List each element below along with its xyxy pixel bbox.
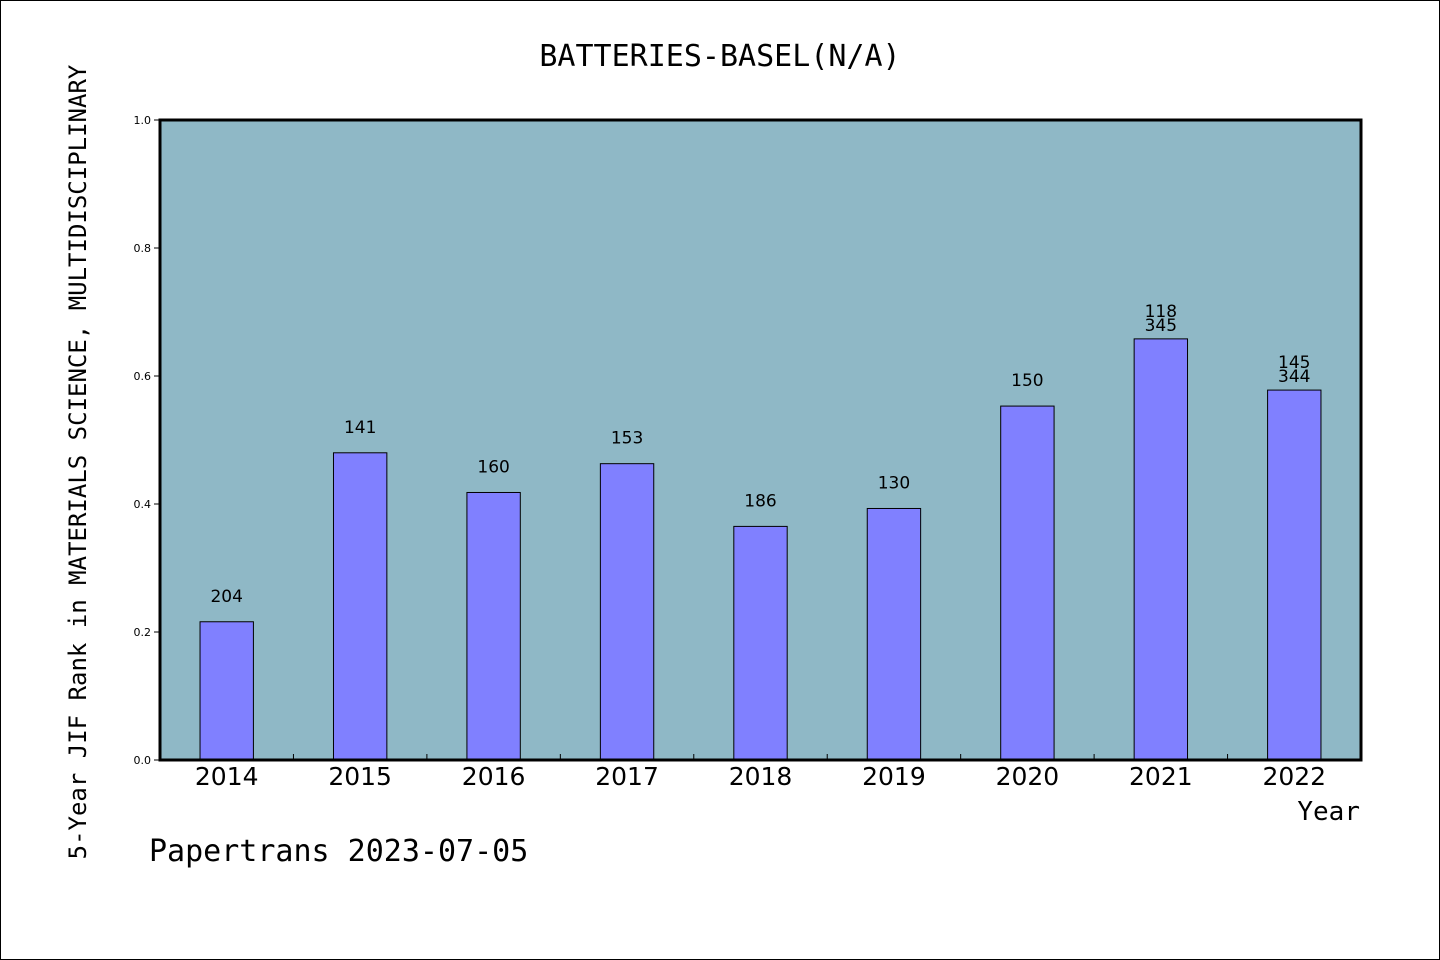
bar-2014 (199, 621, 254, 761)
x-tick-label-2019: 2019 (862, 762, 926, 791)
x-tick-label-2014: 2014 (195, 762, 259, 791)
x-tick-label-2022: 2022 (1262, 762, 1326, 791)
bar-2018 (733, 525, 788, 761)
bar-2021 (1133, 338, 1189, 761)
bar-2022 (1267, 389, 1322, 761)
bar-label-2020: 150 (1011, 371, 1043, 391)
bar-2015 (332, 452, 388, 761)
y-tick-label: 1.0 (134, 114, 152, 127)
x-tick-label-2015: 2015 (328, 762, 392, 791)
x-axis: 2014 2015 2016 2017 2018 2019 2020 2021 2022 (195, 754, 1326, 791)
y-axis-label: 5-Year JIF Rank in MATERIALS SCIENCE, MU… (64, 64, 92, 859)
bar-label-2016: 160 (477, 457, 509, 477)
bar-label-2015: 141 (344, 418, 376, 438)
plot-border (158, 118, 1363, 762)
x-tick-label-2016: 2016 (462, 762, 526, 791)
bar-label-2021: 345 (1145, 316, 1177, 336)
bar-label-2017: 153 (611, 429, 643, 449)
y-tick-label: 0.8 (134, 242, 152, 255)
y-tick-label: 0.0 (134, 754, 152, 767)
y-tick-label: 0.4 (134, 498, 152, 511)
chart-title: BATTERIES-BASEL(N/A) (539, 39, 900, 74)
x-axis-label: Year (1297, 797, 1360, 827)
bar-label-2019: 130 (878, 473, 910, 493)
y-tick-label: 0.2 (134, 626, 152, 639)
footer-note: Papertrans 2023-07-05 (149, 834, 529, 869)
bar-label-2014: 204 (210, 587, 242, 607)
y-axis: 0.0 0.2 0.4 0.6 0.8 1.0 (134, 114, 160, 767)
x-tick-label-2020: 2020 (996, 762, 1060, 791)
bar-label-2022: 344 (1278, 367, 1310, 387)
y-tick-label: 0.6 (134, 370, 152, 383)
bar-2019 (866, 507, 922, 761)
x-tick-label-2017: 2017 (595, 762, 659, 791)
x-tick-label-2021: 2021 (1129, 762, 1193, 791)
bar-label-2021: 118 (1145, 302, 1177, 322)
bar-2017 (599, 463, 655, 761)
bar-2020 (1000, 405, 1055, 761)
bars (199, 338, 1322, 761)
bar-label-2022: 145 (1278, 353, 1310, 373)
x-tick-label-2018: 2018 (729, 762, 793, 791)
bar-label-2018: 186 (744, 491, 776, 511)
bar-2016 (466, 491, 521, 761)
